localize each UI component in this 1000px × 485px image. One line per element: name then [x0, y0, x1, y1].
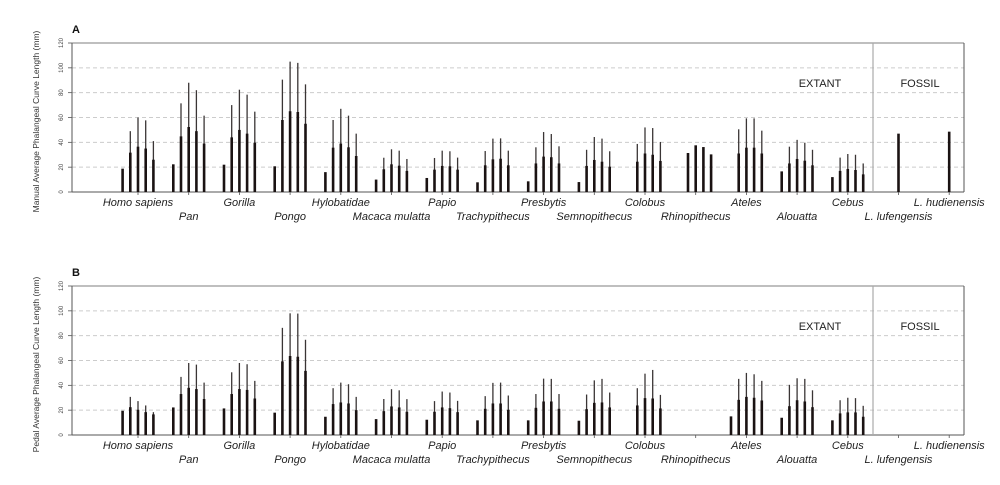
- y-tick-label: 120: [59, 280, 65, 291]
- x-tick-label: Hylobatidae: [312, 440, 370, 452]
- x-tick-label: L. hudienensis: [914, 440, 985, 452]
- x-tick-label: Semnopithecus: [556, 211, 632, 223]
- x-tick-label: Presbytis: [521, 197, 567, 209]
- x-tick-label: Pan: [179, 454, 199, 466]
- region-label-extant: EXTANT: [799, 321, 842, 333]
- y-tick-label: 20: [59, 163, 65, 170]
- x-tick-label: Macaca mulatta: [353, 454, 431, 466]
- x-tick-label: Pan: [179, 211, 199, 223]
- y-tick-label: 100: [59, 62, 65, 73]
- y-tick-label: 40: [59, 138, 65, 145]
- x-tick-label: Trachypithecus: [456, 211, 530, 223]
- x-tick-label: L. hudienensis: [914, 197, 985, 209]
- x-tick-label: Alouatta: [776, 454, 817, 466]
- x-tick-label: Ateles: [730, 440, 762, 452]
- x-tick-label: Homo sapiens: [103, 197, 174, 209]
- x-tick-label: Pongo: [274, 211, 306, 223]
- y-tick-label: 80: [59, 332, 65, 339]
- panel-letter: A: [72, 24, 80, 36]
- y-tick-label: 80: [59, 89, 65, 96]
- x-tick-label: Alouatta: [776, 211, 817, 223]
- x-tick-label: Ateles: [730, 197, 762, 209]
- y-tick-label: 0: [59, 433, 65, 437]
- y-axis-title: Manual Average Phalangeal Curve Length (…: [31, 30, 41, 212]
- y-tick-label: 100: [59, 305, 65, 316]
- y-axis-title: Pedal Average Phalangeal Curve Length (m…: [31, 277, 41, 453]
- y-tick-label: 120: [59, 37, 65, 48]
- x-tick-label: Gorilla: [224, 440, 256, 452]
- region-label-fossil: FOSSIL: [900, 321, 939, 333]
- x-tick-label: Cebus: [832, 197, 864, 209]
- x-tick-label: Semnopithecus: [556, 454, 632, 466]
- y-tick-label: 60: [59, 357, 65, 364]
- x-tick-label: Pongo: [274, 454, 306, 466]
- x-tick-label: Hylobatidae: [312, 197, 370, 209]
- x-tick-label: Colobus: [625, 197, 666, 209]
- y-tick-label: 20: [59, 406, 65, 413]
- x-tick-label: Colobus: [625, 440, 666, 452]
- x-tick-label: Macaca mulatta: [353, 211, 431, 223]
- x-tick-label: Rhinopithecus: [661, 454, 731, 466]
- x-tick-label: Homo sapiens: [103, 440, 174, 452]
- y-tick-label: 60: [59, 114, 65, 121]
- x-tick-label: Papio: [428, 440, 456, 452]
- region-label-fossil: FOSSIL: [900, 78, 939, 90]
- x-tick-label: Cebus: [832, 440, 864, 452]
- x-tick-label: L. lufengensis: [865, 454, 933, 466]
- x-tick-label: Trachypithecus: [456, 454, 530, 466]
- y-tick-label: 40: [59, 381, 65, 388]
- region-label-extant: EXTANT: [799, 78, 842, 90]
- panel-a: A 0 20 40 60 80 100 120 Manual Average Phalangea…: [31, 24, 985, 223]
- x-tick-label: Presbytis: [521, 440, 567, 452]
- x-tick-label: L. lufengensis: [865, 211, 933, 223]
- panel-letter: B: [72, 267, 80, 279]
- y-tick-label: 0: [59, 190, 65, 194]
- x-tick-label: Rhinopithecus: [661, 211, 731, 223]
- x-tick-label: Gorilla: [224, 197, 256, 209]
- x-tick-label: Papio: [428, 197, 456, 209]
- panel-b: B 0 20 40 60 80 100 120 Pedal Average Phalangeal…: [31, 267, 985, 466]
